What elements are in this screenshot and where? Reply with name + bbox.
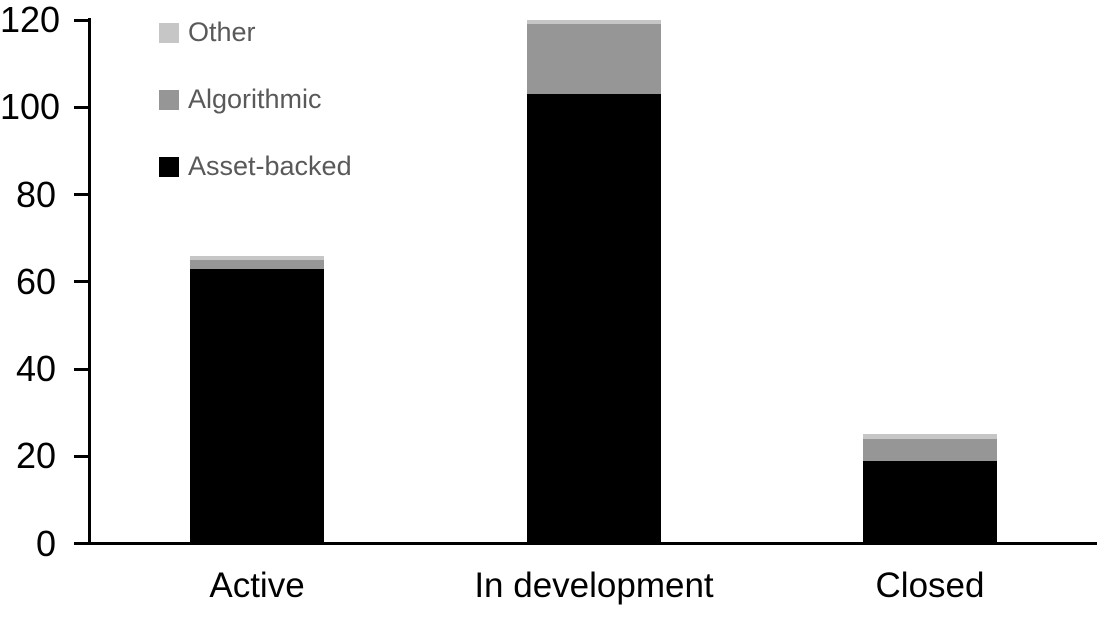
y-axis-tick <box>74 280 91 284</box>
legend-swatch-asset-backed-icon <box>159 156 179 177</box>
legend-item-algorithmic: Algorithmic <box>159 84 352 114</box>
bar-segment-other-closed <box>863 434 997 439</box>
bar-segment-asset-backed-closed <box>863 460 997 544</box>
bar-segment-other-in-development <box>527 20 661 25</box>
legend-label-asset-backed: Asset-backed <box>188 151 352 181</box>
legend-label-other: Other <box>188 17 256 47</box>
y-axis-tick-label: 20 <box>15 435 56 477</box>
y-axis-tick <box>74 18 91 22</box>
legend: Other Algorithmic Asset-backed <box>159 17 352 223</box>
y-axis-tick-label: 60 <box>15 260 56 302</box>
y-axis-tick-label: 0 <box>35 522 56 564</box>
legend-label-algorithmic: Algorithmic <box>188 84 322 114</box>
legend-swatch-other-icon <box>159 22 179 43</box>
y-axis-tick <box>74 367 91 371</box>
x-axis-category-label: Closed <box>875 566 985 605</box>
x-axis-category-label: In development <box>474 566 714 605</box>
y-axis-tick-label: 120 <box>0 0 61 40</box>
bar-segment-algorithmic-active <box>190 259 324 269</box>
bar-segment-algorithmic-in-development <box>527 24 661 95</box>
x-axis-category-label: Active <box>209 566 305 605</box>
y-axis-tick-label: 100 <box>0 86 61 128</box>
bar-segment-asset-backed-active <box>190 268 324 544</box>
bar-segment-asset-backed-in-development <box>527 94 661 544</box>
y-axis-tick <box>74 193 91 196</box>
x-axis-line <box>74 542 1097 545</box>
y-axis-tick <box>74 105 91 109</box>
legend-item-other: Other <box>159 17 352 47</box>
y-axis-tick-label: 40 <box>15 348 56 389</box>
y-axis-tick-label: 80 <box>15 173 56 215</box>
bar-segment-other-active <box>190 255 324 260</box>
legend-swatch-algorithmic-icon <box>159 89 179 110</box>
bar-segment-algorithmic-closed <box>863 438 997 461</box>
legend-item-asset-backed: Asset-backed <box>159 151 352 181</box>
y-axis-tick <box>74 454 91 458</box>
